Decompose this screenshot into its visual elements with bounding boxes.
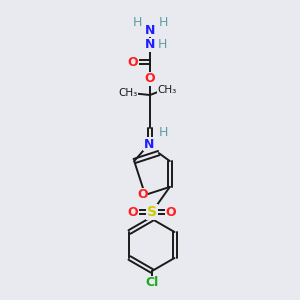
Text: CH₃: CH₃ — [118, 88, 138, 98]
Text: H: H — [132, 16, 142, 28]
Text: CH₃: CH₃ — [158, 85, 177, 95]
Text: S: S — [147, 205, 157, 219]
Text: O: O — [145, 73, 155, 85]
Text: O: O — [128, 56, 138, 68]
Text: O: O — [128, 206, 138, 218]
Text: Cl: Cl — [146, 277, 159, 290]
Text: N: N — [145, 23, 155, 37]
Text: H: H — [157, 38, 167, 50]
Text: O: O — [166, 206, 176, 218]
Text: N: N — [144, 137, 154, 151]
Text: N: N — [145, 38, 155, 52]
Text: H: H — [158, 16, 168, 28]
Text: H: H — [158, 125, 168, 139]
Text: O: O — [137, 188, 148, 201]
